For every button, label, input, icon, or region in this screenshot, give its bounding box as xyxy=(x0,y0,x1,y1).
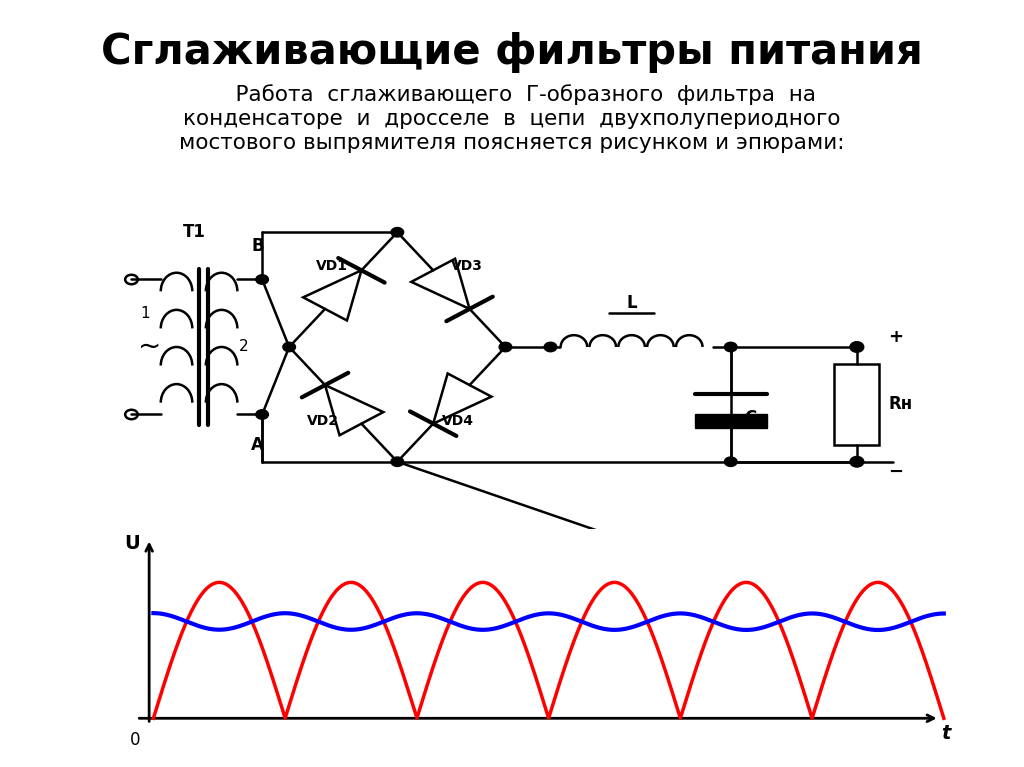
Circle shape xyxy=(283,342,296,352)
Text: 1: 1 xyxy=(140,306,150,321)
Circle shape xyxy=(391,457,403,466)
Text: 2: 2 xyxy=(240,340,249,354)
Text: VD4: VD4 xyxy=(442,414,474,428)
Text: U: U xyxy=(124,534,140,553)
Circle shape xyxy=(724,457,737,466)
Text: −: − xyxy=(889,463,903,481)
Bar xyxy=(835,364,880,445)
Bar xyxy=(694,414,767,428)
Text: t: t xyxy=(941,724,950,743)
Text: 0: 0 xyxy=(129,730,140,749)
Circle shape xyxy=(724,342,737,352)
Circle shape xyxy=(851,457,863,466)
Text: Сглаживающие фильтры питания: Сглаживающие фильтры питания xyxy=(101,31,923,73)
Text: Rн: Rн xyxy=(889,395,912,413)
Circle shape xyxy=(256,410,268,420)
Text: Работа  сглаживающего  Г-образного  фильтра  на: Работа сглаживающего Г-образного фильтра… xyxy=(208,84,816,105)
Text: конденсаторе  и  дросселе  в  цепи  двухполупериодного: конденсаторе и дросселе в цепи двухполуп… xyxy=(183,109,841,129)
Text: L: L xyxy=(627,294,637,312)
Text: ~: ~ xyxy=(138,333,161,361)
Text: VD2: VD2 xyxy=(307,414,339,428)
Circle shape xyxy=(851,342,863,352)
Circle shape xyxy=(544,342,557,352)
Text: T1: T1 xyxy=(183,223,206,242)
Circle shape xyxy=(391,228,403,237)
Circle shape xyxy=(256,275,268,285)
Circle shape xyxy=(499,342,512,352)
Text: A: A xyxy=(251,436,264,454)
Text: VD1: VD1 xyxy=(316,259,348,273)
Text: +: + xyxy=(889,328,903,346)
Text: C: C xyxy=(744,409,757,427)
Text: B: B xyxy=(251,237,264,255)
Text: VD3: VD3 xyxy=(452,259,483,273)
Text: мостового выпрямителя поясняется рисунком и эпюрами:: мостового выпрямителя поясняется рисунко… xyxy=(179,133,845,153)
